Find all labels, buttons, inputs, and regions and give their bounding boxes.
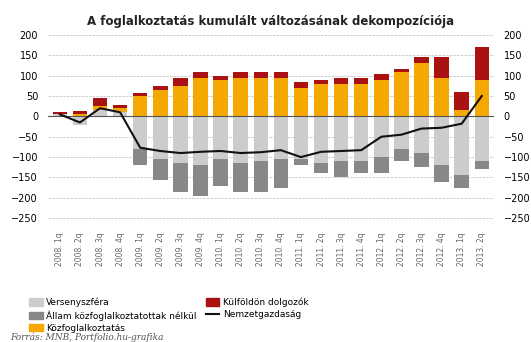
Bar [354, 116, 369, 161]
Bar [414, 116, 429, 153]
Bar [314, 80, 328, 84]
Bar [294, 82, 308, 88]
Bar [273, 159, 288, 188]
Bar [294, 88, 308, 116]
Bar [314, 84, 328, 116]
Bar [234, 116, 248, 163]
Text: Forrás: MNB, Portfolio.hu-grafika: Forrás: MNB, Portfolio.hu-grafika [11, 333, 164, 342]
Bar [173, 78, 187, 86]
Bar [354, 161, 369, 173]
Bar [193, 71, 208, 78]
Bar [234, 71, 248, 78]
Bar [374, 116, 389, 157]
Bar [314, 116, 328, 163]
Bar [73, 114, 87, 116]
Legend: Versenyszféra, Állam közfoglalkoztatottak nélkül, Közfoglalkoztatás, Külföldön d: Versenyszféra, Állam közfoglalkoztatotta… [25, 294, 312, 337]
Bar [455, 116, 469, 175]
Bar [334, 78, 348, 84]
Bar [354, 78, 369, 84]
Bar [273, 71, 288, 78]
Bar [253, 161, 268, 192]
Bar [273, 116, 288, 159]
Bar [53, 112, 67, 114]
Bar [173, 86, 187, 116]
Bar [394, 116, 409, 149]
Bar [93, 110, 107, 116]
Bar [294, 116, 308, 159]
Bar [294, 159, 308, 165]
Title: A foglalkoztatás kumulált változásának dekompozíciója: A foglalkoztatás kumulált változásának d… [87, 15, 455, 28]
Bar [173, 163, 187, 192]
Bar [234, 78, 248, 116]
Bar [133, 96, 148, 116]
Bar [73, 111, 87, 114]
Bar [374, 80, 389, 116]
Bar [394, 71, 409, 116]
Bar [193, 165, 208, 196]
Bar [153, 116, 168, 159]
Bar [334, 116, 348, 161]
Bar [153, 159, 168, 180]
Bar [213, 80, 228, 116]
Bar [414, 57, 429, 63]
Bar [455, 175, 469, 188]
Bar [374, 157, 389, 173]
Bar [173, 116, 187, 163]
Bar [314, 163, 328, 173]
Bar [153, 90, 168, 116]
Bar [93, 106, 107, 110]
Bar [253, 71, 268, 78]
Bar [434, 165, 449, 182]
Bar [414, 63, 429, 116]
Bar [113, 108, 127, 112]
Bar [414, 153, 429, 167]
Bar [475, 161, 489, 169]
Bar [73, 116, 87, 124]
Bar [334, 161, 348, 177]
Bar [253, 116, 268, 161]
Bar [475, 116, 489, 161]
Bar [455, 92, 469, 110]
Bar [93, 98, 107, 106]
Bar [334, 84, 348, 116]
Bar [475, 47, 489, 80]
Bar [374, 74, 389, 80]
Bar [193, 78, 208, 116]
Bar [113, 105, 127, 108]
Bar [434, 57, 449, 78]
Bar [394, 149, 409, 161]
Bar [153, 86, 168, 90]
Bar [234, 163, 248, 192]
Bar [213, 159, 228, 186]
Bar [475, 80, 489, 116]
Bar [113, 112, 127, 116]
Bar [273, 78, 288, 116]
Bar [253, 78, 268, 116]
Bar [193, 116, 208, 165]
Bar [53, 114, 67, 116]
Bar [213, 76, 228, 80]
Bar [354, 84, 369, 116]
Bar [394, 69, 409, 71]
Bar [133, 149, 148, 165]
Bar [434, 78, 449, 116]
Bar [455, 110, 469, 116]
Bar [434, 116, 449, 165]
Bar [213, 116, 228, 159]
Bar [133, 93, 148, 96]
Bar [133, 116, 148, 149]
